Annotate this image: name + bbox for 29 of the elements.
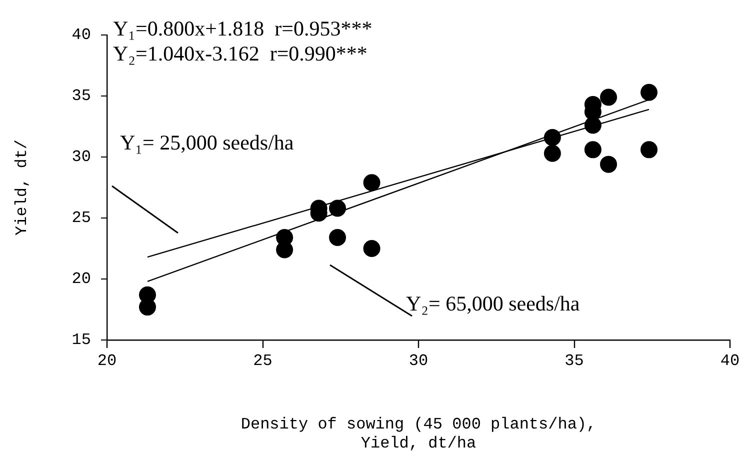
point [363,240,380,257]
y-tick-label: 30 [72,148,91,166]
point [584,141,602,158]
x-tick-label: 40 [720,352,740,370]
x-tick-label: 25 [253,352,272,370]
y-tick-label: 15 [72,331,91,350]
point [600,88,618,106]
y-tick-label: 25 [72,209,91,228]
point [329,229,346,246]
point [600,156,618,173]
x-tick-label: 35 [564,352,584,370]
annotation: Y₂= 65,000 seeds/ha [406,292,580,316]
x-tick-label: 30 [408,352,428,370]
y-tick-label: 35 [72,87,91,106]
annotation: Y₂=1.040x-3.162 r=0.990*** [113,42,368,66]
point [640,141,658,158]
point [544,128,561,146]
annotation: Y₁=0.800x+1.818 r=0.953*** [113,16,372,41]
point [544,144,561,162]
y-axis-title: Yield, dt/ [12,139,31,236]
x-tick-label: 20 [97,352,117,370]
point [584,116,602,134]
y-tick-label: 40 [72,26,91,44]
x-axis-title: Density of sowing (45 000 plants/ha), Yield, dt/ha [240,415,596,453]
annotation: Y₁= 25,000 seeds/ha [120,130,294,155]
point [329,200,346,217]
point [640,84,658,101]
y-tick-label: 20 [72,270,91,288]
point [363,174,380,192]
